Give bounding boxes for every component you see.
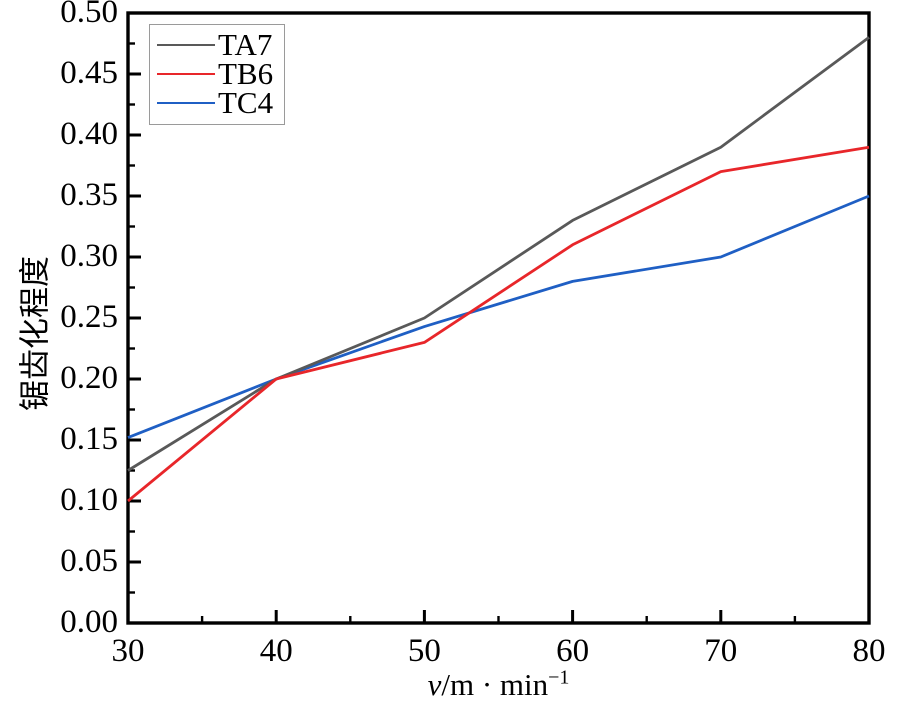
y-axis-tick-label: 0.50 <box>60 0 118 30</box>
y-axis-tick-label: 0.25 <box>60 299 118 335</box>
legend-line-swatch <box>157 101 215 104</box>
y-axis-title: 锯齿化程度 <box>17 256 54 411</box>
y-axis-tick-label: 0.35 <box>60 177 118 213</box>
x-axis-tick-label: 40 <box>259 633 293 669</box>
x-axis-title: v/m · min−1 <box>128 666 869 702</box>
y-axis-tick-label: 0.00 <box>60 604 118 640</box>
x-axis-title-variable: v <box>427 667 442 702</box>
y-axis-tick-label: 0.15 <box>60 421 118 457</box>
x-axis-tick-label: 80 <box>852 633 886 669</box>
legend-line-swatch <box>157 72 215 75</box>
y-axis-tick-labels: 0.00 0.05 0.10 0.15 0.20 0.25 0.30 0.35 0.40 0.45… <box>0 0 118 709</box>
series-line-ta7 <box>127 36 870 472</box>
x-axis-title-units: /m · min <box>441 667 549 702</box>
legend-item: TA7 <box>150 27 284 62</box>
y-axis-tick-label: 0.30 <box>60 238 118 274</box>
x-axis-title-exponent: −1 <box>548 666 570 689</box>
legend-line-swatch <box>157 43 215 46</box>
x-axis-tick-label: 50 <box>407 633 441 669</box>
y-axis-tick-label: 0.05 <box>60 543 118 579</box>
legend: TA7 TB6 TC4 <box>149 24 285 125</box>
x-axis-tick-label: 30 <box>111 633 145 669</box>
y-axis-tick-label: 0.20 <box>60 360 118 396</box>
x-axis-tick-label: 70 <box>704 633 738 669</box>
series-line-tc4 <box>127 194 870 439</box>
legend-item: TB6 <box>150 56 284 91</box>
y-axis-tick-label: 0.40 <box>60 116 118 152</box>
y-axis-tick-label: 0.10 <box>60 482 118 518</box>
legend-item-label: TB6 <box>218 56 274 91</box>
legend-item-label: TA7 <box>218 27 273 62</box>
x-axis-tick-label: 60 <box>556 633 590 669</box>
legend-item: TC4 <box>150 85 284 120</box>
series-line-tb6 <box>127 145 870 503</box>
legend-item-label: TC4 <box>218 85 274 120</box>
y-axis-tick-label: 0.45 <box>60 55 118 91</box>
